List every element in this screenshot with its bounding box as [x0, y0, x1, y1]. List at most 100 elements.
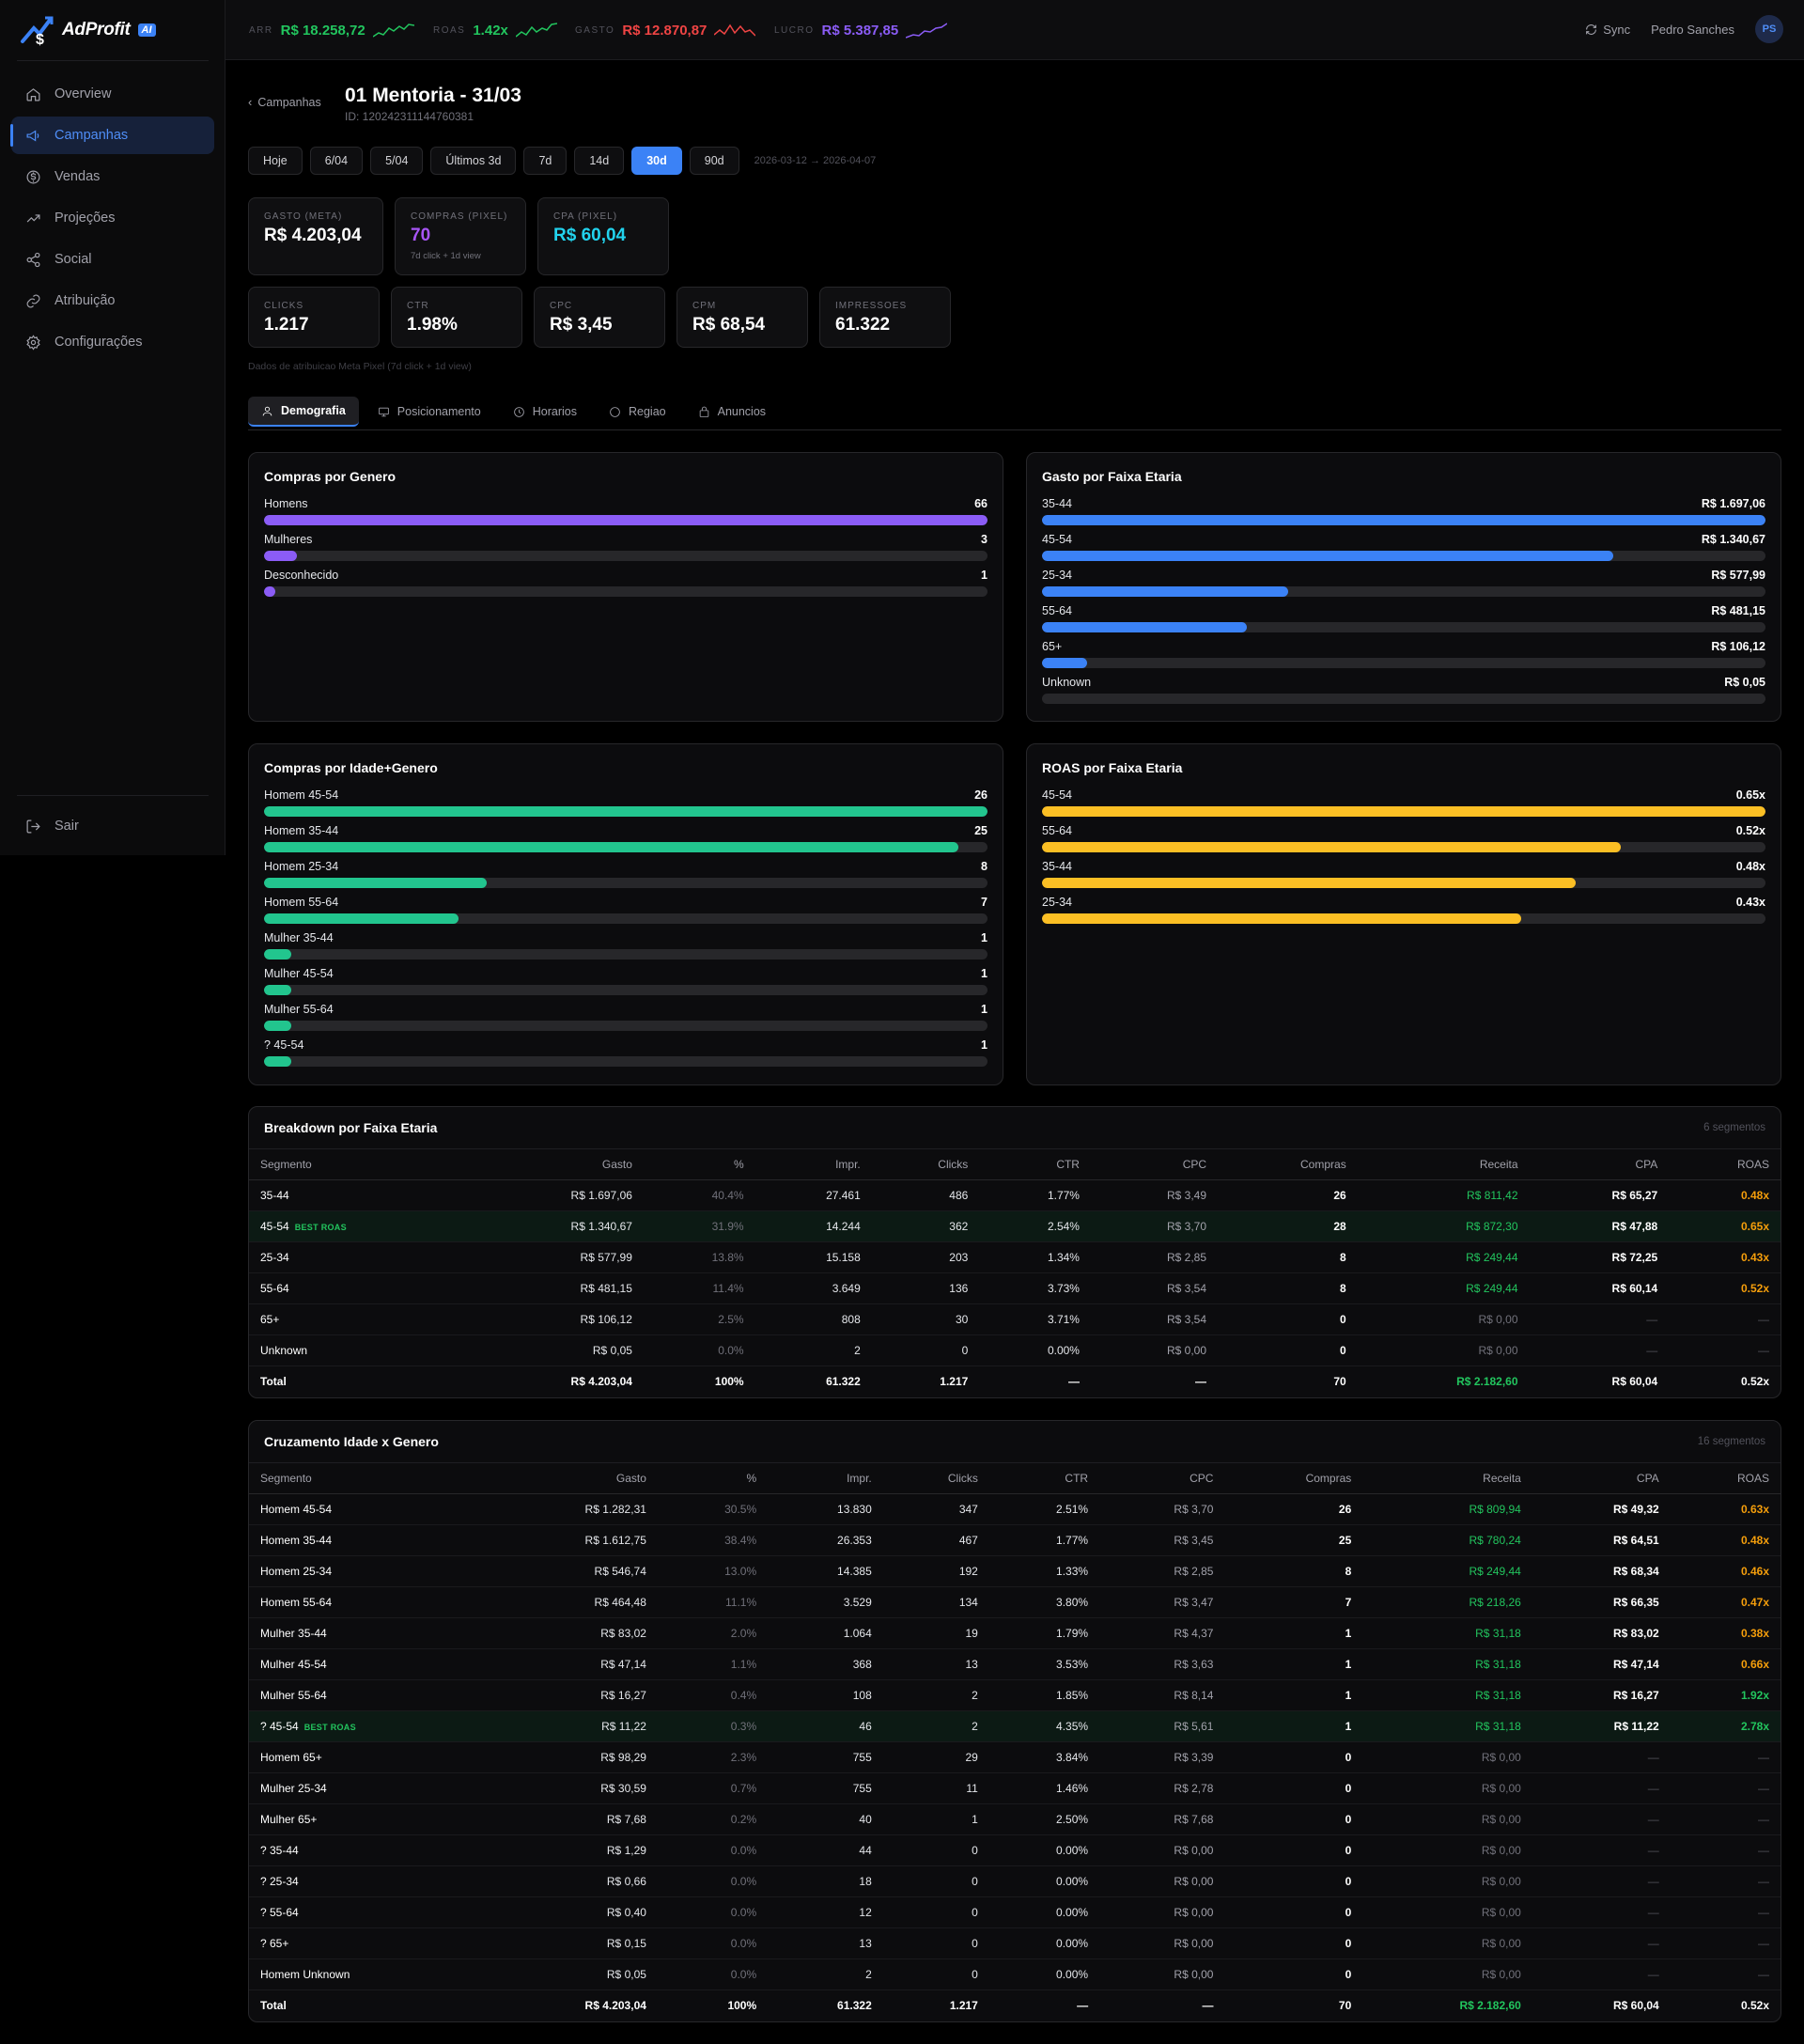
- divider: [17, 60, 209, 61]
- filter-30d[interactable]: 30d: [631, 147, 682, 175]
- table-cell: R$ 0,00: [1362, 1741, 1532, 1773]
- column-header[interactable]: CPC: [1099, 1462, 1225, 1494]
- table-panel-cruzamento: Cruzamento Idade x Genero 16 segmentos S…: [248, 1420, 1781, 2022]
- bar-row: Homens 66: [264, 497, 988, 533]
- tab-horarios[interactable]: Horarios: [500, 397, 590, 427]
- sidebar-item-projecoes[interactable]: Projeções: [11, 199, 214, 237]
- back-link[interactable]: ‹ Campanhas: [248, 95, 321, 109]
- table-cell: 0.48x: [1670, 1524, 1781, 1556]
- column-header[interactable]: CPA: [1532, 1462, 1671, 1494]
- metric-label: CTR: [407, 301, 429, 311]
- segment-label: Homem 45-54: [260, 1503, 333, 1516]
- column-header[interactable]: Receita: [1362, 1462, 1532, 1494]
- table-cell: R$ 3,39: [1099, 1741, 1225, 1773]
- filter-90d[interactable]: 90d: [689, 147, 739, 175]
- kpi-label: LUCRO: [774, 24, 815, 36]
- sidebar-item-atribuicao[interactable]: Atribuição: [11, 282, 214, 320]
- logout-button[interactable]: Sair: [11, 807, 214, 845]
- kpi-value: R$ 5.387,85: [821, 22, 899, 39]
- tab-regiao[interactable]: Regiao: [596, 397, 679, 427]
- column-header[interactable]: CPA: [1529, 1148, 1670, 1180]
- column-header[interactable]: CPC: [1090, 1148, 1219, 1180]
- column-header[interactable]: CTR: [988, 1462, 1100, 1494]
- column-header[interactable]: Segmento: [249, 1462, 489, 1494]
- bar-track: [264, 949, 988, 960]
- column-header[interactable]: Receita: [1357, 1148, 1530, 1180]
- refresh-icon: [1586, 23, 1597, 35]
- tab-posicionamento[interactable]: Posicionamento: [365, 397, 494, 427]
- sidebar-item-overview[interactable]: Overview: [11, 75, 214, 113]
- column-header[interactable]: ROAS: [1670, 1462, 1781, 1494]
- column-header[interactable]: %: [657, 1462, 769, 1494]
- gear-icon: [24, 334, 41, 351]
- bar-label: 25-34: [1042, 896, 1072, 909]
- filter-6-04[interactable]: 6/04: [309, 147, 364, 175]
- metric-card-cpa: CPA (PIXEL) R$ 60,04: [537, 197, 669, 275]
- filter-hoje[interactable]: Hoje: [248, 147, 303, 175]
- table-cell: R$ 7,68: [1099, 1803, 1225, 1835]
- sidebar-item-vendas[interactable]: Vendas: [11, 158, 214, 195]
- filter-14d[interactable]: 14d: [574, 147, 625, 175]
- column-header[interactable]: %: [643, 1148, 755, 1180]
- table-cell: 134: [882, 1586, 989, 1618]
- column-header[interactable]: ROAS: [1669, 1148, 1781, 1180]
- table-cell: —: [1670, 1927, 1781, 1959]
- bar-row: Mulheres 3: [264, 533, 988, 569]
- table-cell: R$ 106,12: [472, 1303, 644, 1335]
- table-cell: 0.52x: [1670, 1989, 1781, 2021]
- filter-ultimos-3d[interactable]: Últimos 3d: [430, 147, 517, 175]
- metric-label: COMPRAS (PIXEL): [411, 211, 508, 222]
- sync-button[interactable]: Sync: [1585, 23, 1630, 37]
- bar-value: 1: [981, 1003, 988, 1016]
- column-header[interactable]: Compras: [1218, 1148, 1358, 1180]
- column-header[interactable]: Compras: [1224, 1462, 1363, 1494]
- table-cell: 0.52x: [1669, 1272, 1781, 1304]
- filter-7d[interactable]: 7d: [523, 147, 568, 175]
- bar-label: Mulher 45-54: [264, 967, 334, 980]
- table-cell: 15.158: [754, 1241, 872, 1273]
- filter-5-04[interactable]: 5/04: [370, 147, 424, 175]
- logout-label: Sair: [54, 819, 79, 834]
- avatar[interactable]: PS: [1755, 15, 1783, 43]
- table-cell: 1.79%: [988, 1617, 1100, 1649]
- column-header[interactable]: Gasto: [488, 1462, 658, 1494]
- metric-value: R$ 3,45: [550, 315, 613, 335]
- table-cell: —: [1670, 1803, 1781, 1835]
- tab-demografia[interactable]: Demografia: [248, 397, 359, 427]
- logo[interactable]: $ AdProfit AI: [19, 13, 156, 47]
- bar-value: 8: [981, 860, 988, 873]
- bar-label: Desconhecido: [264, 569, 339, 582]
- table-cell: 7: [1224, 1586, 1363, 1618]
- panel-roas-faixa: ROAS por Faixa Etaria 45-54 0.65x 55-64 0.5…: [1026, 743, 1781, 1085]
- column-header[interactable]: Clicks: [871, 1148, 980, 1180]
- column-header[interactable]: Segmento: [249, 1148, 473, 1180]
- sidebar-item-social[interactable]: Social: [11, 241, 214, 278]
- kpi-gasto: GASTO R$ 12.870,87: [575, 0, 756, 60]
- table-cell: R$ 481,15: [472, 1272, 644, 1304]
- bar-row: 55-64 R$ 481,15: [1042, 604, 1765, 640]
- metric-label: CPM: [692, 301, 717, 311]
- kpi-label: ROAS: [433, 24, 466, 36]
- sidebar-item-configuracoes[interactable]: Configurações: [11, 323, 214, 361]
- table-cell: 13.830: [768, 1493, 883, 1525]
- table-cell: Mulher 65+: [249, 1803, 489, 1835]
- segment-label: Homem Unknown: [260, 1968, 350, 1981]
- column-header[interactable]: Impr.: [754, 1148, 872, 1180]
- tab-anuncios[interactable]: Anuncios: [685, 397, 779, 427]
- column-header[interactable]: CTR: [979, 1148, 1091, 1180]
- table-cell: 0.46x: [1670, 1555, 1781, 1587]
- table-cell: 368: [768, 1648, 883, 1680]
- bar-value: R$ 577,99: [1711, 569, 1765, 582]
- column-header[interactable]: Gasto: [472, 1148, 644, 1180]
- metric-value: R$ 60,04: [553, 226, 627, 245]
- logo-icon: $: [21, 16, 54, 47]
- panel-compras-idade-genero: Compras por Idade+Genero Homem 45-54 26 Ho…: [248, 743, 1003, 1085]
- sparkline-icon: [714, 23, 756, 37]
- table-cell: R$ 83,02: [1532, 1617, 1671, 1649]
- brand-name: AdProfit: [62, 20, 131, 39]
- column-header[interactable]: Impr.: [768, 1462, 883, 1494]
- table-row: Mulher 65+ R$ 7,68 0.2% 40 1 2.50% R$ 7,68 0 R$ …: [249, 1803, 1781, 1835]
- date-filters: Hoje 6/04 5/04 Últimos 3d 7d 14d 30d 90d…: [248, 147, 876, 175]
- column-header[interactable]: Clicks: [882, 1462, 989, 1494]
- sidebar-item-campanhas[interactable]: Campanhas: [10, 117, 214, 154]
